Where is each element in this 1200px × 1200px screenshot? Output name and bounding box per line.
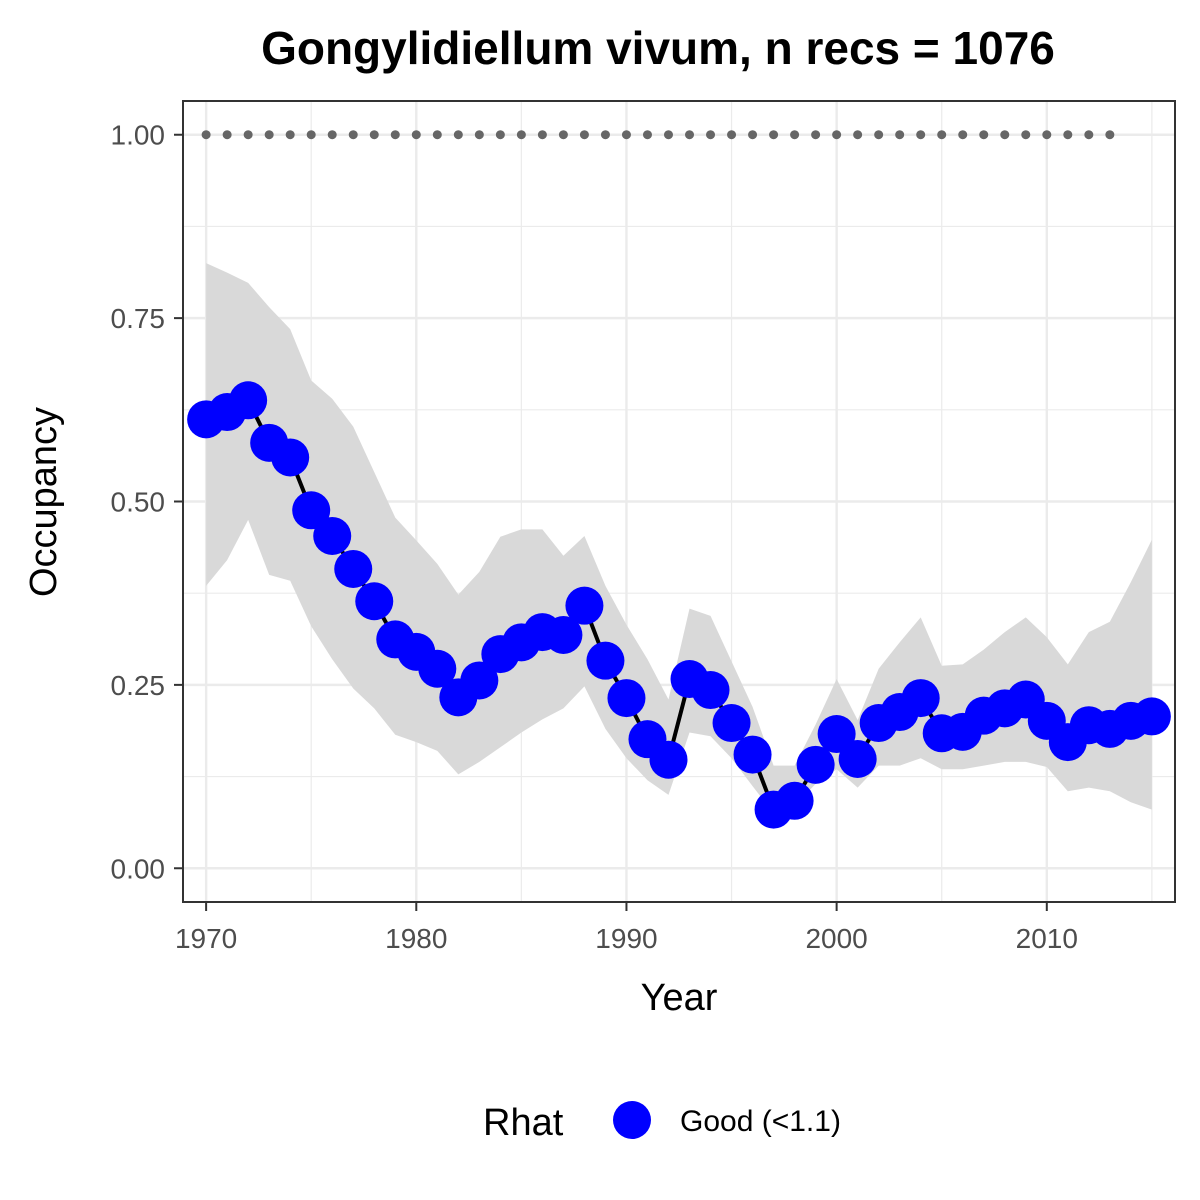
data-point [691,671,730,710]
data-point [460,661,499,700]
reference-dot [558,130,568,140]
reference-dot [390,130,400,140]
y-tick-label: 0.75 [111,303,166,334]
data-point [586,641,625,680]
reference-dot [769,130,779,140]
reference-dot [348,130,358,140]
legend-key-good [613,1101,651,1139]
dotted-reference-layer [201,130,1115,140]
data-point [292,491,331,530]
legend-title: Rhat [483,1102,564,1144]
reference-dot [201,130,211,140]
reference-dot [600,130,610,140]
reference-dot [264,130,274,140]
y-tick-label: 1.00 [111,120,166,151]
data-points-layer [187,381,1171,829]
reference-dot [895,130,905,140]
reference-dot [411,130,421,140]
reference-dot [243,130,253,140]
chart-title: Gongylidiellum vivum, n recs = 1076 [261,22,1055,74]
reference-dot [642,130,652,140]
data-point [229,381,268,420]
reference-dot [432,130,442,140]
data-point [817,715,856,754]
y-tick-label: 0.00 [111,853,166,884]
reference-dot [621,130,631,140]
plot-panel [182,100,1176,903]
reference-dot [285,130,295,140]
reference-dot [579,130,589,140]
x-axis-title: Year [641,977,718,1019]
data-point [733,735,772,774]
y-tick-label: 0.50 [111,487,166,518]
reference-dot [727,130,737,140]
data-point [712,704,751,743]
reference-dot [832,130,842,140]
data-point [607,679,646,718]
legend: Rhat Good (<1.1) [483,1101,841,1144]
reference-dot [369,130,379,140]
reference-dot [853,130,863,140]
x-tick-label: 2000 [805,923,867,954]
y-axis: 0.00 0.25 0.50 0.75 1.00 [111,120,183,884]
reference-dot [1063,130,1073,140]
data-point [901,679,940,718]
data-point [838,739,877,778]
reference-dot [958,130,968,140]
x-tick-label: 1990 [595,923,657,954]
data-point [355,582,394,621]
reference-dot [937,130,947,140]
x-tick-label: 2010 [1016,923,1078,954]
y-tick-label: 0.25 [111,670,166,701]
reference-dot [1042,130,1052,140]
data-point [418,649,457,688]
data-point [649,740,688,779]
data-point [775,781,814,820]
reference-dot [537,130,547,140]
reference-dot [306,130,316,140]
reference-dot [1021,130,1031,140]
reference-dot [811,130,821,140]
data-point [334,549,373,588]
reference-dot [495,130,505,140]
reference-dot [685,130,695,140]
reference-dot [663,130,673,140]
data-point [271,438,310,477]
reference-dot [453,130,463,140]
reference-dot [327,130,337,140]
data-point [313,516,352,555]
legend-label-good: Good (<1.1) [680,1105,841,1138]
x-tick-label: 1980 [385,923,447,954]
reference-dot [706,130,716,140]
reference-dot [1105,130,1115,140]
reference-dot [474,130,484,140]
data-point [544,616,583,654]
y-axis-title: Occupancy [23,407,65,597]
data-point [796,745,835,784]
reference-dot [1000,130,1010,140]
x-axis: 1970 1980 1990 2000 2010 [175,902,1078,954]
data-point [1132,697,1171,736]
reference-dot [874,130,884,140]
reference-dot [222,130,232,140]
reference-dot [748,130,758,140]
reference-dot [516,130,526,140]
reference-dot [790,130,800,140]
reference-dot [979,130,989,140]
data-point [565,586,604,625]
reference-dot [916,130,926,140]
reference-dot [1084,130,1094,140]
x-tick-label: 1970 [175,923,237,954]
